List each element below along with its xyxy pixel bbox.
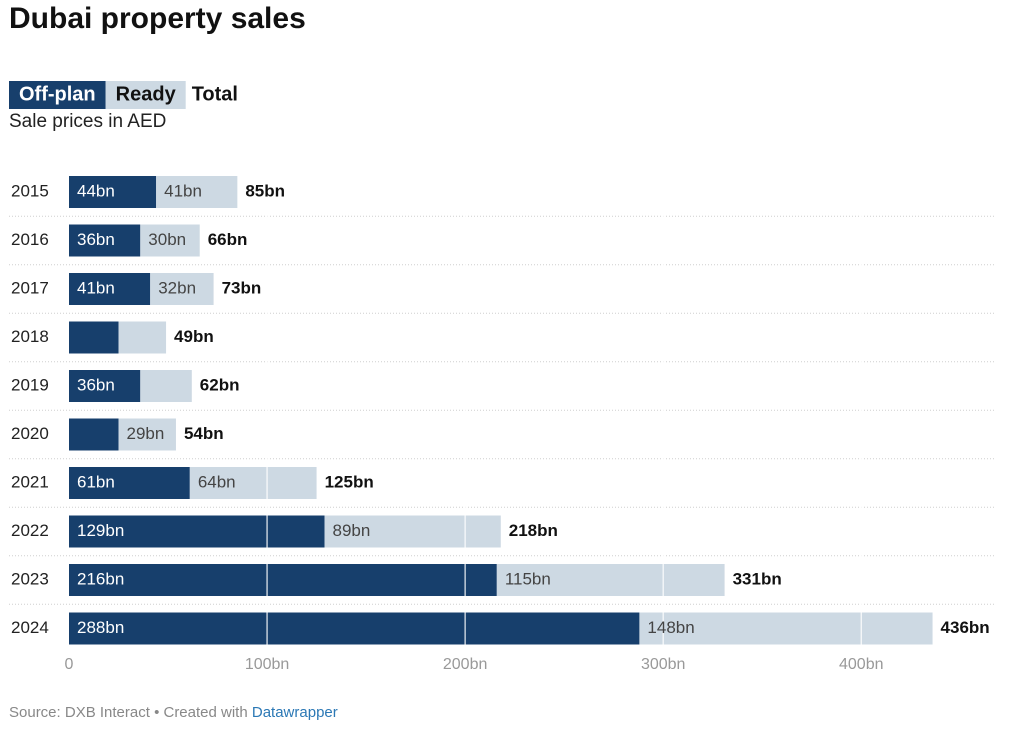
value-label: 115bn (505, 569, 551, 588)
value-label: 30bn (148, 230, 186, 249)
y-tick-label: 2018 (11, 327, 49, 346)
bar (69, 176, 157, 208)
total-label: 125bn (325, 472, 374, 491)
bar (140, 370, 192, 402)
y-tick-label: 2016 (11, 230, 49, 249)
bar (69, 273, 151, 305)
x-tick-label: 300bn (641, 656, 686, 673)
y-tick-label: 2015 (11, 181, 49, 200)
y-tick-label: 2022 (11, 521, 49, 540)
value-label: 64bn (198, 472, 236, 491)
bar (69, 515, 325, 548)
value-label: 288bn (77, 618, 124, 637)
value-label: 89bn (333, 521, 371, 540)
x-tick-label: 100bn (245, 656, 290, 673)
bar (324, 515, 501, 548)
x-tick-label: 0 (65, 656, 74, 673)
bar (496, 564, 725, 596)
value-label: 29bn (127, 424, 165, 443)
value-label: 44bn (77, 181, 115, 200)
value-label: 61bn (77, 472, 115, 491)
total-label: 66bn (208, 230, 248, 249)
total-label: 73bn (222, 278, 262, 297)
bar (69, 564, 497, 596)
value-label: 41bn (164, 181, 202, 200)
total-label: 85bn (245, 181, 285, 200)
total-label: 62bn (200, 375, 240, 394)
legend-label: Off-plan (19, 83, 96, 105)
chart-subtitle: Sale prices in AED (9, 111, 166, 132)
bar (150, 273, 214, 305)
y-tick-label: 2020 (11, 424, 49, 443)
bar (118, 321, 167, 354)
y-tick-label: 2019 (11, 375, 49, 394)
bar (189, 467, 317, 499)
legend-swatch (105, 81, 186, 109)
value-label: 129bn (77, 521, 124, 540)
source-text: Source: DXB Interact • Created with (9, 704, 248, 721)
value-label: 36bn (77, 230, 115, 249)
total-label: 49bn (174, 327, 214, 346)
x-tick-label: 200bn (443, 656, 488, 673)
y-tick-label: 2023 (11, 569, 49, 588)
y-tick-label: 2017 (11, 278, 49, 297)
value-label: 32bn (158, 278, 196, 297)
y-tick-label: 2021 (11, 472, 49, 491)
y-tick-label: 2024 (11, 618, 49, 637)
legend-label: Ready (116, 83, 177, 105)
bar (69, 612, 640, 645)
bar (69, 224, 141, 257)
legend-swatch (9, 81, 106, 109)
value-label: 36bn (77, 375, 115, 394)
bar (639, 612, 933, 645)
value-label: 216bn (77, 569, 124, 588)
chart-title: Dubai property sales (9, 2, 306, 35)
total-label: 436bn (941, 618, 990, 637)
total-label: 331bn (733, 569, 782, 588)
bar (140, 224, 200, 257)
bar (118, 418, 176, 451)
x-tick-label: 400bn (839, 656, 884, 673)
value-label: 148bn (647, 618, 694, 637)
legend: Off-plan Ready Total (9, 81, 238, 109)
bar (69, 321, 119, 354)
total-label: 218bn (509, 521, 558, 540)
bar (69, 370, 141, 402)
bar (69, 418, 119, 451)
bar (156, 176, 238, 208)
bar (69, 467, 190, 499)
value-label: 41bn (77, 278, 115, 297)
total-label: 54bn (184, 424, 224, 443)
source: Source: DXB Interact • Created with Data… (9, 704, 338, 721)
legend-label: Total (192, 83, 238, 105)
source-link[interactable]: Datawrapper (252, 704, 338, 721)
